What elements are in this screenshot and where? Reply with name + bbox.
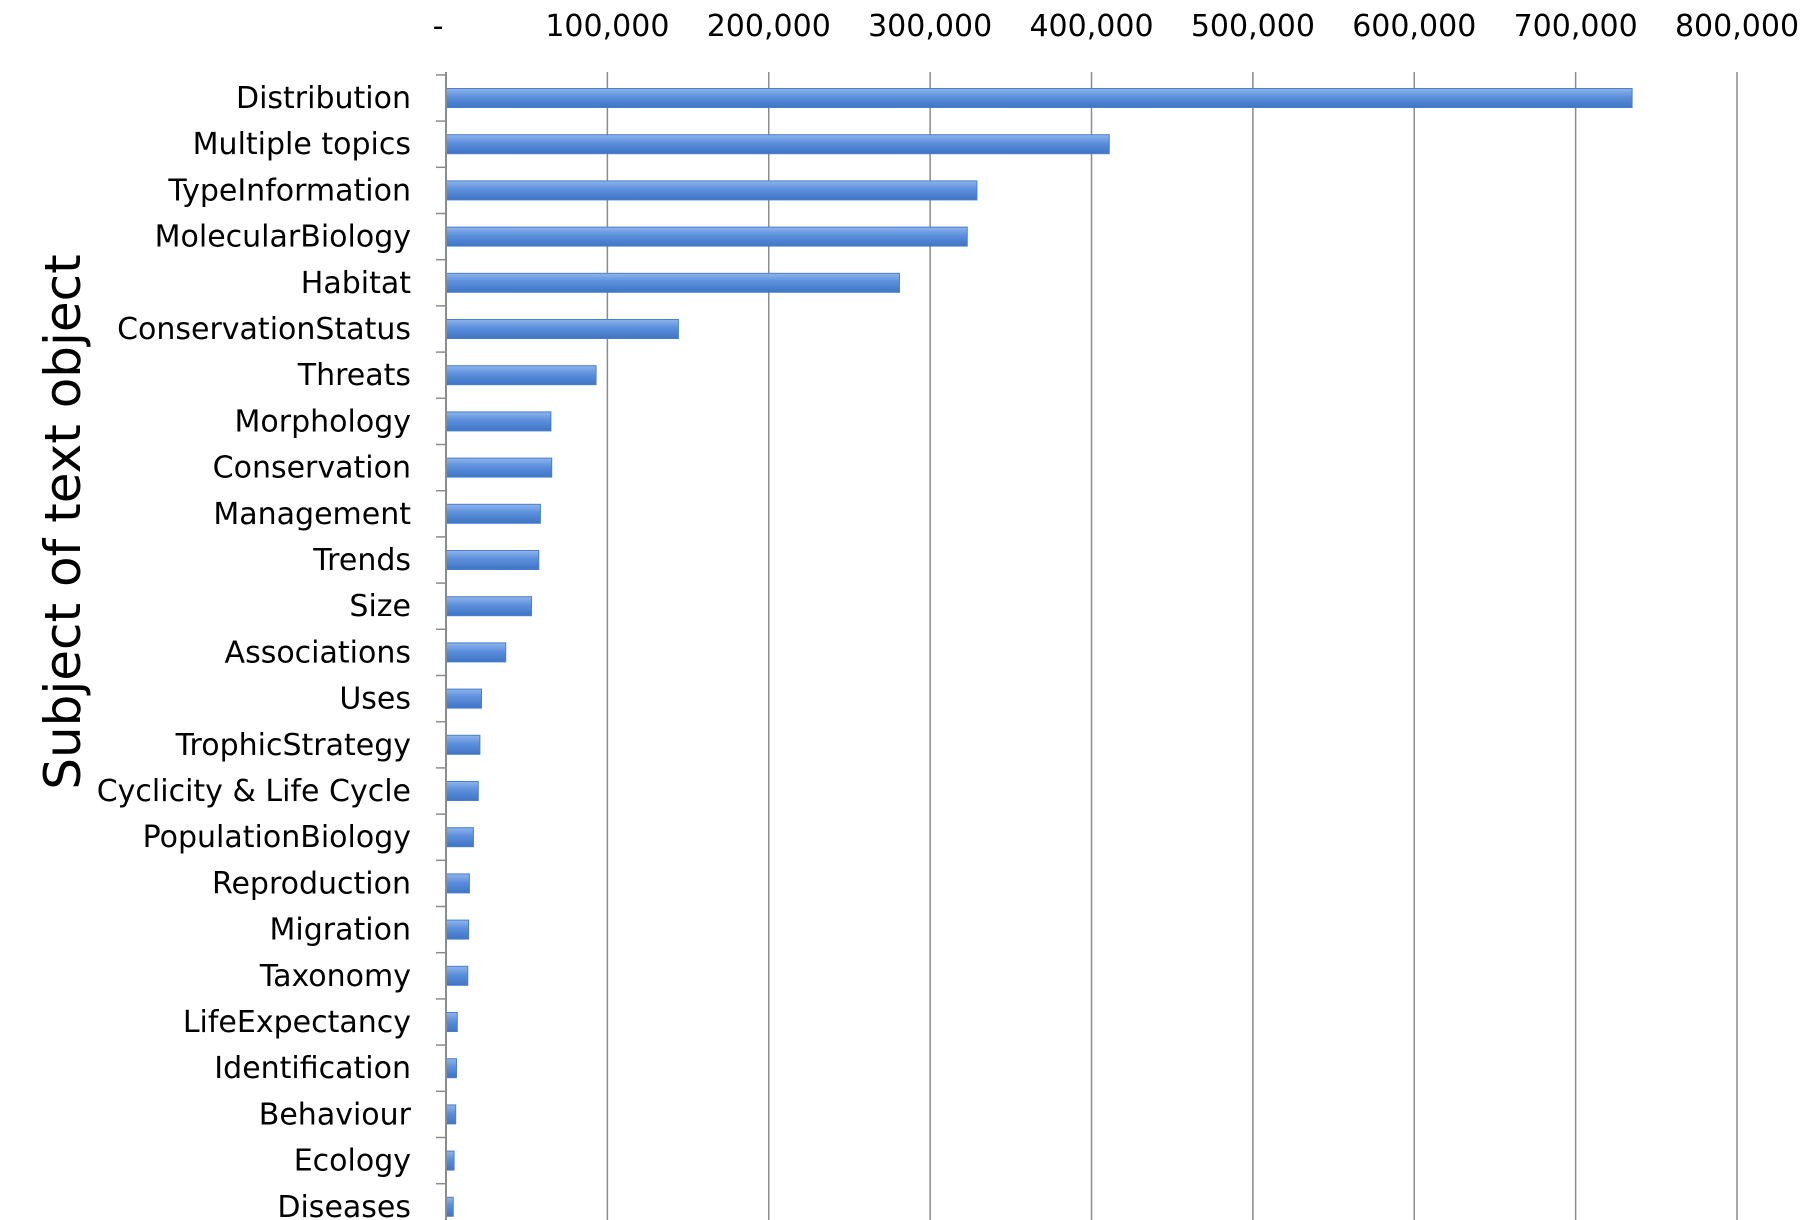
x-tick-label: - [433,9,444,44]
category-label: TypeInformation [167,173,411,208]
bar [445,827,474,848]
x-tick-label: 300,000 [868,9,992,44]
bar [445,965,469,986]
category-label: LifeExpectancy [183,1005,411,1040]
category-label: TrophicStrategy [175,728,411,763]
category-label: Taxonomy [259,959,411,994]
bar [445,503,541,524]
category-label: Threats [297,358,411,393]
x-axis-ticks: - 100,000 200,000 300,000 400,000 500,000 600,… [433,9,1799,44]
category-label: Uses [339,682,411,717]
category-label: Conservation [213,451,411,486]
x-tick-label: 200,000 [707,9,831,44]
bar [445,365,597,386]
bar [445,180,978,201]
bar [445,457,553,478]
bar [445,550,540,570]
x-tick-label: 500,000 [1191,9,1315,44]
bar [445,226,968,247]
gridlines [606,72,1738,1220]
bar [445,1150,455,1171]
category-label: Cyclicity & Life Cycle [97,774,411,809]
y-axis-title: Subject of text object [34,254,92,790]
category-label: Reproduction [212,866,411,901]
x-tick-label: 400,000 [1029,9,1153,44]
bar [445,642,507,663]
category-label: Behaviour [259,1097,412,1132]
category-label: Management [213,497,411,532]
bar [445,734,481,755]
category-label: Trends [312,543,411,578]
category-label: Morphology [235,404,411,439]
category-label: MolecularBiology [155,220,411,255]
bar [445,134,1110,155]
category-label: Size [349,589,411,624]
bar [445,272,900,293]
category-label: Migration [270,913,411,948]
x-tick-label: 100,000 [545,9,669,44]
category-label: Identification [214,1051,411,1086]
bar [445,319,679,339]
bar [445,1012,458,1032]
bar [445,1058,457,1079]
x-tick-label: 800,000 [1675,9,1799,44]
category-label: PopulationBiology [143,820,411,855]
x-tick-label: 700,000 [1514,9,1638,44]
bar [445,919,470,940]
category-label: ConservationStatus [117,312,411,347]
bar [445,781,479,801]
category-label: Associations [225,635,411,670]
category-label: Diseases [277,1190,411,1220]
bar [445,596,533,617]
category-label: Ecology [294,1144,411,1179]
bar [445,873,470,894]
category-label: Habitat [301,266,411,301]
bar [445,688,483,709]
x-tick-label: 600,000 [1352,9,1476,44]
bars [445,88,1633,1217]
bar [445,411,552,432]
bar [445,1196,454,1217]
category-labels: Distribution Multiple topics TypeInformati… [97,74,446,1220]
bar [445,88,1633,108]
bar [445,1104,457,1125]
category-label: Distribution [236,81,411,116]
category-label: Multiple topics [193,127,411,162]
